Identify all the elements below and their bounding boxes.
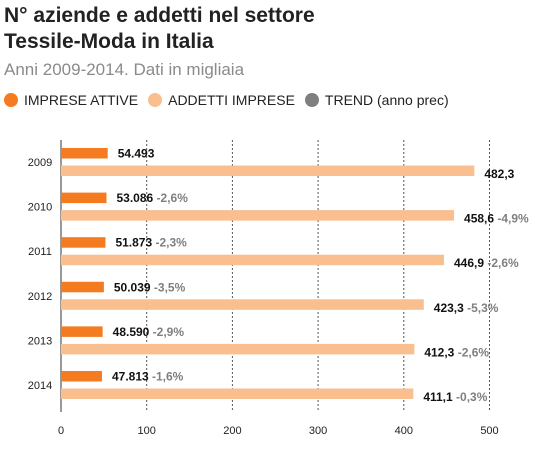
data-label-imprese-2009: 54.493 [118, 147, 155, 161]
legend-swatch-imprese-attive [4, 93, 18, 107]
trend-imprese-2010: -2,6% [153, 191, 188, 205]
data-label-imprese-2012: 50.039 -3,5% [114, 280, 186, 294]
bar-addetti-2010 [61, 210, 455, 221]
bar-addetti-2012 [61, 299, 424, 310]
y-tick-label-2013: 2013 [28, 335, 52, 347]
value-addetti-2013: 412,3 [424, 345, 454, 359]
data-label-addetti-2012: 423,3 -5,3% [434, 301, 499, 315]
value-imprese-2013: 48.590 [113, 325, 150, 339]
y-tick-label-2011: 2011 [28, 246, 52, 258]
data-label-imprese-2013: 48.590 -2,9% [113, 325, 185, 339]
y-tick-label-2010: 2010 [28, 202, 52, 214]
trend-addetti-2014: -0,3% [453, 390, 488, 404]
data-label-addetti-2013: 412,3 -2,6% [424, 345, 489, 359]
data-label-imprese-2011: 51.873 -2,3% [115, 236, 187, 250]
bar-addetti-2013 [61, 343, 415, 355]
legend-swatch-trend [304, 93, 319, 107]
value-imprese-2009: 54.493 [118, 147, 155, 161]
bar-imprese-2013 [61, 326, 103, 337]
trend-addetti-2011: -2,6% [484, 256, 519, 270]
legend-label-imprese-attive: IMPRESE ATTIVE [24, 92, 139, 108]
value-addetti-2009: 482,3 [484, 167, 514, 181]
x-tick-label-100: 100 [138, 425, 156, 437]
bar-imprese-2011 [61, 237, 106, 248]
trend-imprese-2011: -2,3% [152, 236, 187, 250]
value-imprese-2010: 53.086 [116, 191, 153, 205]
trend-imprese-2013: -2,9% [149, 325, 184, 339]
chart-legend: IMPRESE ATTIVE ADDETTI IMPRESE TREND (an… [4, 90, 459, 110]
bar-addetti-2014 [61, 388, 414, 399]
trend-addetti-2013: -2,6% [454, 345, 489, 359]
bar-imprese-2010 [61, 192, 107, 204]
trend-addetti-2010: -4,9% [494, 212, 529, 226]
chart-title-line-1: N° aziende e addetti nel settore [4, 4, 315, 27]
x-tick-label-0: 0 [58, 425, 64, 437]
value-addetti-2010: 458,6 [464, 212, 494, 226]
legend-item-imprese-attive: IMPRESE ATTIVE [4, 92, 138, 108]
x-tick-label-500: 500 [480, 425, 498, 437]
bar-addetti-2009 [61, 165, 475, 176]
data-label-imprese-2014: 47.813 -1,6% [112, 370, 184, 384]
legend-item-addetti-imprese: ADDETTI IMPRESE [148, 92, 295, 108]
legend-label-trend: TREND (anno prec) [324, 92, 449, 108]
data-label-addetti-2009: 482,3 [484, 167, 514, 181]
value-addetti-2011: 446,9 [454, 256, 484, 270]
y-tick-label-2014: 2014 [28, 380, 52, 392]
value-addetti-2014: 411,1 [423, 390, 453, 404]
legend-item-trend: TREND (anno prec) [304, 92, 449, 108]
y-tick-label-2009: 2009 [28, 157, 52, 169]
data-label-addetti-2010: 458,6 -4,9% [464, 212, 529, 226]
legend-label-addetti-imprese: ADDETTI IMPRESE [168, 92, 295, 108]
y-tick-label-2012: 2012 [28, 291, 52, 303]
legend-swatch-addetti-imprese [148, 93, 163, 107]
x-tick-label-200: 200 [223, 425, 241, 437]
data-label-imprese-2010: 53.086 -2,6% [116, 191, 188, 205]
chart-title-line-2: Tessile-Moda in Italia [4, 30, 214, 53]
trend-imprese-2014: -1,6% [149, 370, 184, 384]
bar-imprese-2012 [61, 281, 104, 293]
chart-title: N° aziende e addetti nel settore Tessile… [4, 3, 315, 55]
data-label-addetti-2011: 446,9 -2,6% [454, 256, 519, 270]
value-addetti-2012: 423,3 [434, 301, 464, 315]
trend-imprese-2012: -3,5% [151, 280, 186, 294]
value-imprese-2012: 50.039 [114, 280, 151, 294]
bar-imprese-2014 [61, 371, 102, 382]
trend-addetti-2012: -5,3% [464, 301, 499, 315]
value-imprese-2014: 47.813 [112, 370, 149, 384]
x-tick-label-300: 300 [309, 425, 327, 437]
data-label-addetti-2014: 411,1 -0,3% [423, 390, 487, 404]
value-imprese-2011: 51.873 [115, 236, 152, 250]
x-tick-label-400: 400 [395, 425, 413, 437]
bar-imprese-2009 [61, 148, 108, 159]
bar-addetti-2011 [61, 254, 444, 266]
chart-subtitle: Anni 2009-2014. Dati in migliaia [4, 60, 245, 79]
